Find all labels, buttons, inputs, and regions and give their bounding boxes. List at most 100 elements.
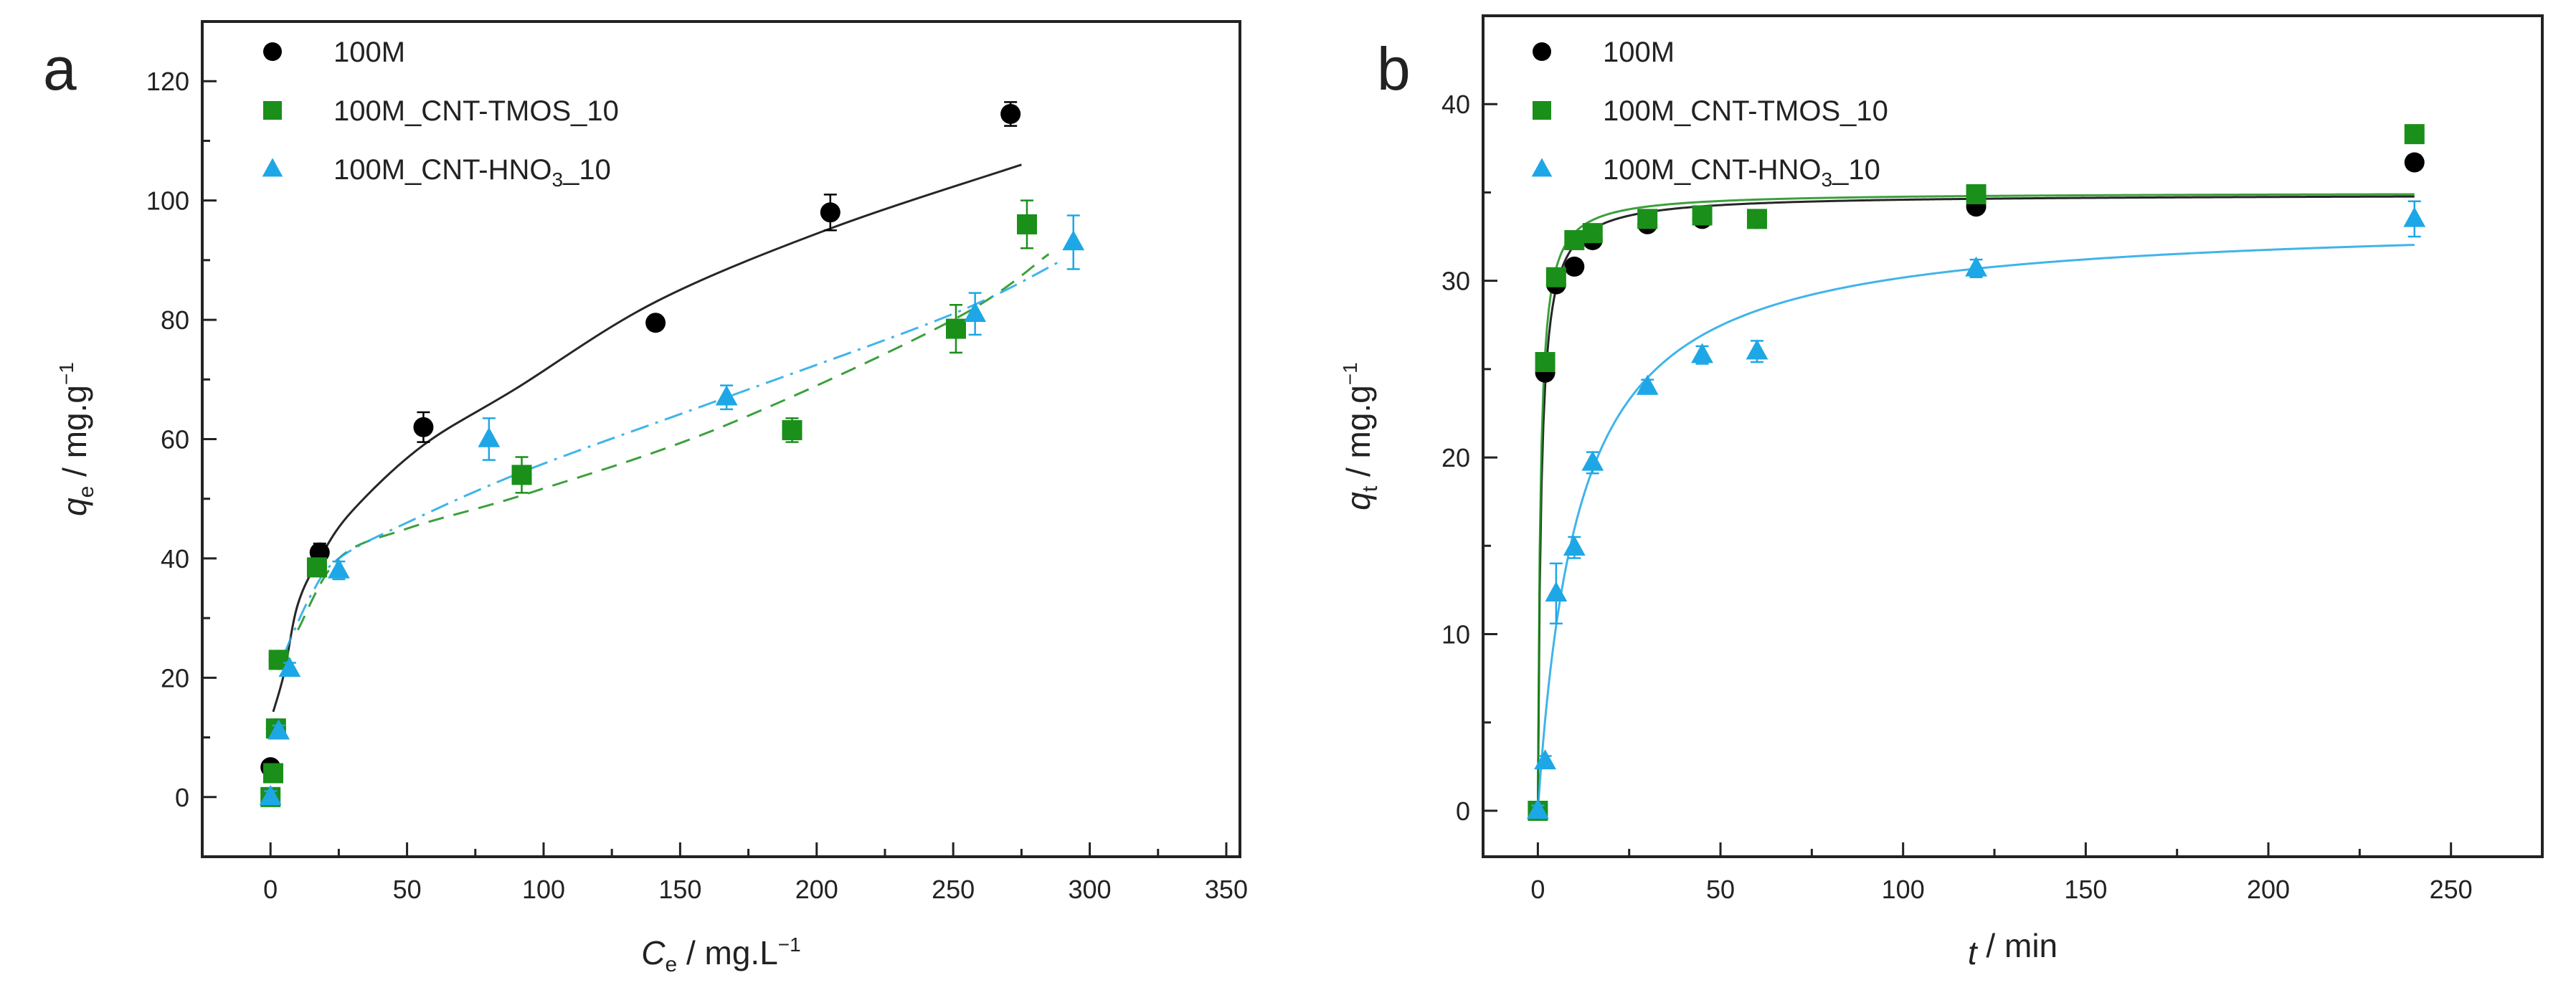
data-point bbox=[964, 301, 987, 322]
data-point bbox=[327, 558, 350, 579]
data-point bbox=[1545, 581, 1568, 602]
legend-label-text: _10 bbox=[562, 154, 611, 186]
data-point bbox=[645, 313, 666, 333]
legend-marker bbox=[1531, 158, 1553, 177]
x-axis-label-sup: −1 bbox=[778, 933, 801, 956]
data-point bbox=[259, 784, 282, 805]
y-axis-label-var: q bbox=[56, 498, 93, 516]
data-point bbox=[1746, 339, 1768, 360]
data-point bbox=[1534, 749, 1556, 770]
data-point bbox=[1564, 256, 1585, 277]
y-axis-label-sub: t bbox=[1358, 485, 1382, 492]
x-axis-label-unit: / mg.L bbox=[677, 934, 778, 971]
x-tick-label: 200 bbox=[2247, 875, 2290, 904]
x-axis-label: t / min bbox=[1968, 927, 2058, 971]
data-point bbox=[945, 318, 966, 339]
data-point bbox=[1000, 103, 1021, 124]
legend-marker bbox=[1533, 42, 1551, 61]
fit-curve bbox=[1536, 244, 2415, 812]
x-tick-label: 50 bbox=[393, 875, 422, 904]
data-point bbox=[1691, 343, 1713, 363]
legend-label-text: 100M_CNT-HNO bbox=[333, 154, 552, 186]
data-point bbox=[1535, 352, 1555, 372]
data-point bbox=[1965, 256, 1987, 277]
data-point bbox=[1526, 799, 1549, 819]
x-tick-label: 250 bbox=[2430, 875, 2473, 904]
data-point bbox=[1636, 374, 1659, 395]
series-1 bbox=[1528, 124, 2425, 821]
data-point bbox=[478, 427, 501, 447]
y-tick-label: 40 bbox=[1441, 90, 1470, 119]
legend-label: 100M bbox=[333, 37, 405, 68]
data-point bbox=[820, 202, 840, 223]
data-point bbox=[267, 719, 290, 740]
y-axis-label-sup: −1 bbox=[1339, 362, 1361, 385]
legend-marker bbox=[263, 42, 282, 61]
legend: 100M 100M_CNT-TMOS_10 100M_CNT-HNO3_10 bbox=[262, 37, 619, 191]
series-2 bbox=[1526, 200, 2426, 819]
data-point bbox=[2404, 124, 2425, 145]
y-tick-label: 60 bbox=[161, 425, 189, 455]
y-tick-label: 30 bbox=[1441, 267, 1470, 296]
data-point bbox=[1545, 267, 1566, 287]
fit-curve bbox=[1536, 193, 2415, 811]
y-axis-label-sub: e bbox=[75, 486, 98, 498]
fit-curve bbox=[296, 253, 1050, 631]
data-point bbox=[1692, 205, 1713, 226]
legend-label: 100M bbox=[1603, 37, 1675, 68]
data-point bbox=[1563, 535, 1586, 556]
series-0 bbox=[1528, 152, 2425, 821]
legend-label-text: _10 bbox=[1832, 154, 1880, 186]
data-point bbox=[782, 420, 802, 441]
data-point bbox=[1062, 230, 1085, 251]
x-tick-label: 50 bbox=[1706, 875, 1735, 904]
panel-a: a 0 50 100 150 200 250 300 350 0 20 40 60 80 100 120 Ce … bbox=[43, 20, 1248, 976]
legend-label: 100M_CNT-HNO3_10 bbox=[333, 154, 611, 191]
legend-label-text: 100M_CNT-HNO bbox=[1603, 154, 1822, 186]
x-tick-label: 300 bbox=[1069, 875, 1112, 904]
plot-frame bbox=[1482, 14, 2544, 858]
legend-marker bbox=[262, 158, 283, 177]
legend-label: 100M_CNT-HNO3_10 bbox=[1603, 154, 1880, 191]
series-0 bbox=[260, 101, 1021, 778]
series-1 bbox=[260, 199, 1037, 807]
x-tick-label: 250 bbox=[932, 875, 975, 904]
x-tick-label: 100 bbox=[522, 875, 565, 904]
x-axis-label-var: C bbox=[641, 934, 666, 971]
data-point bbox=[511, 465, 532, 485]
fit-curve bbox=[1536, 195, 2415, 811]
x-tick-label: 350 bbox=[1205, 875, 1248, 904]
y-axis-label-var: q bbox=[1340, 492, 1377, 510]
x-tick-label: 150 bbox=[658, 875, 701, 904]
plot-frame bbox=[201, 20, 1241, 858]
y-tick-label: 0 bbox=[1456, 797, 1470, 826]
legend-label-sub: 3 bbox=[552, 168, 564, 191]
data-point bbox=[413, 417, 434, 437]
data-point bbox=[1016, 214, 1037, 234]
x-tick-label: 100 bbox=[1882, 875, 1925, 904]
data-point bbox=[1564, 229, 1585, 250]
y-tick-label: 10 bbox=[1441, 620, 1470, 650]
x-axis-label-unit: / min bbox=[1977, 927, 2058, 964]
data-point bbox=[1966, 184, 1987, 204]
series-2 bbox=[259, 214, 1085, 805]
y-tick-label: 120 bbox=[146, 67, 189, 96]
y-tick-label: 20 bbox=[161, 663, 189, 693]
x-tick-label: 200 bbox=[795, 875, 838, 904]
legend: 100M 100M_CNT-TMOS_10 100M_CNT-HNO3_10 bbox=[1531, 37, 1888, 191]
panel-label: b bbox=[1377, 35, 1411, 103]
x-axis-label-var: t bbox=[1968, 934, 1979, 971]
legend-label-sub: 3 bbox=[1822, 168, 1833, 191]
data-point bbox=[1581, 450, 1604, 471]
y-tick-label: 80 bbox=[161, 305, 189, 335]
data-point bbox=[2403, 206, 2426, 227]
data-point bbox=[715, 385, 738, 406]
legend-label: 100M_CNT-TMOS_10 bbox=[333, 95, 619, 127]
y-tick-label: 100 bbox=[146, 186, 189, 216]
data-point bbox=[306, 557, 327, 578]
y-tick-label: 40 bbox=[161, 544, 189, 574]
legend-label: 100M_CNT-TMOS_10 bbox=[1603, 95, 1888, 127]
data-point bbox=[263, 763, 284, 784]
